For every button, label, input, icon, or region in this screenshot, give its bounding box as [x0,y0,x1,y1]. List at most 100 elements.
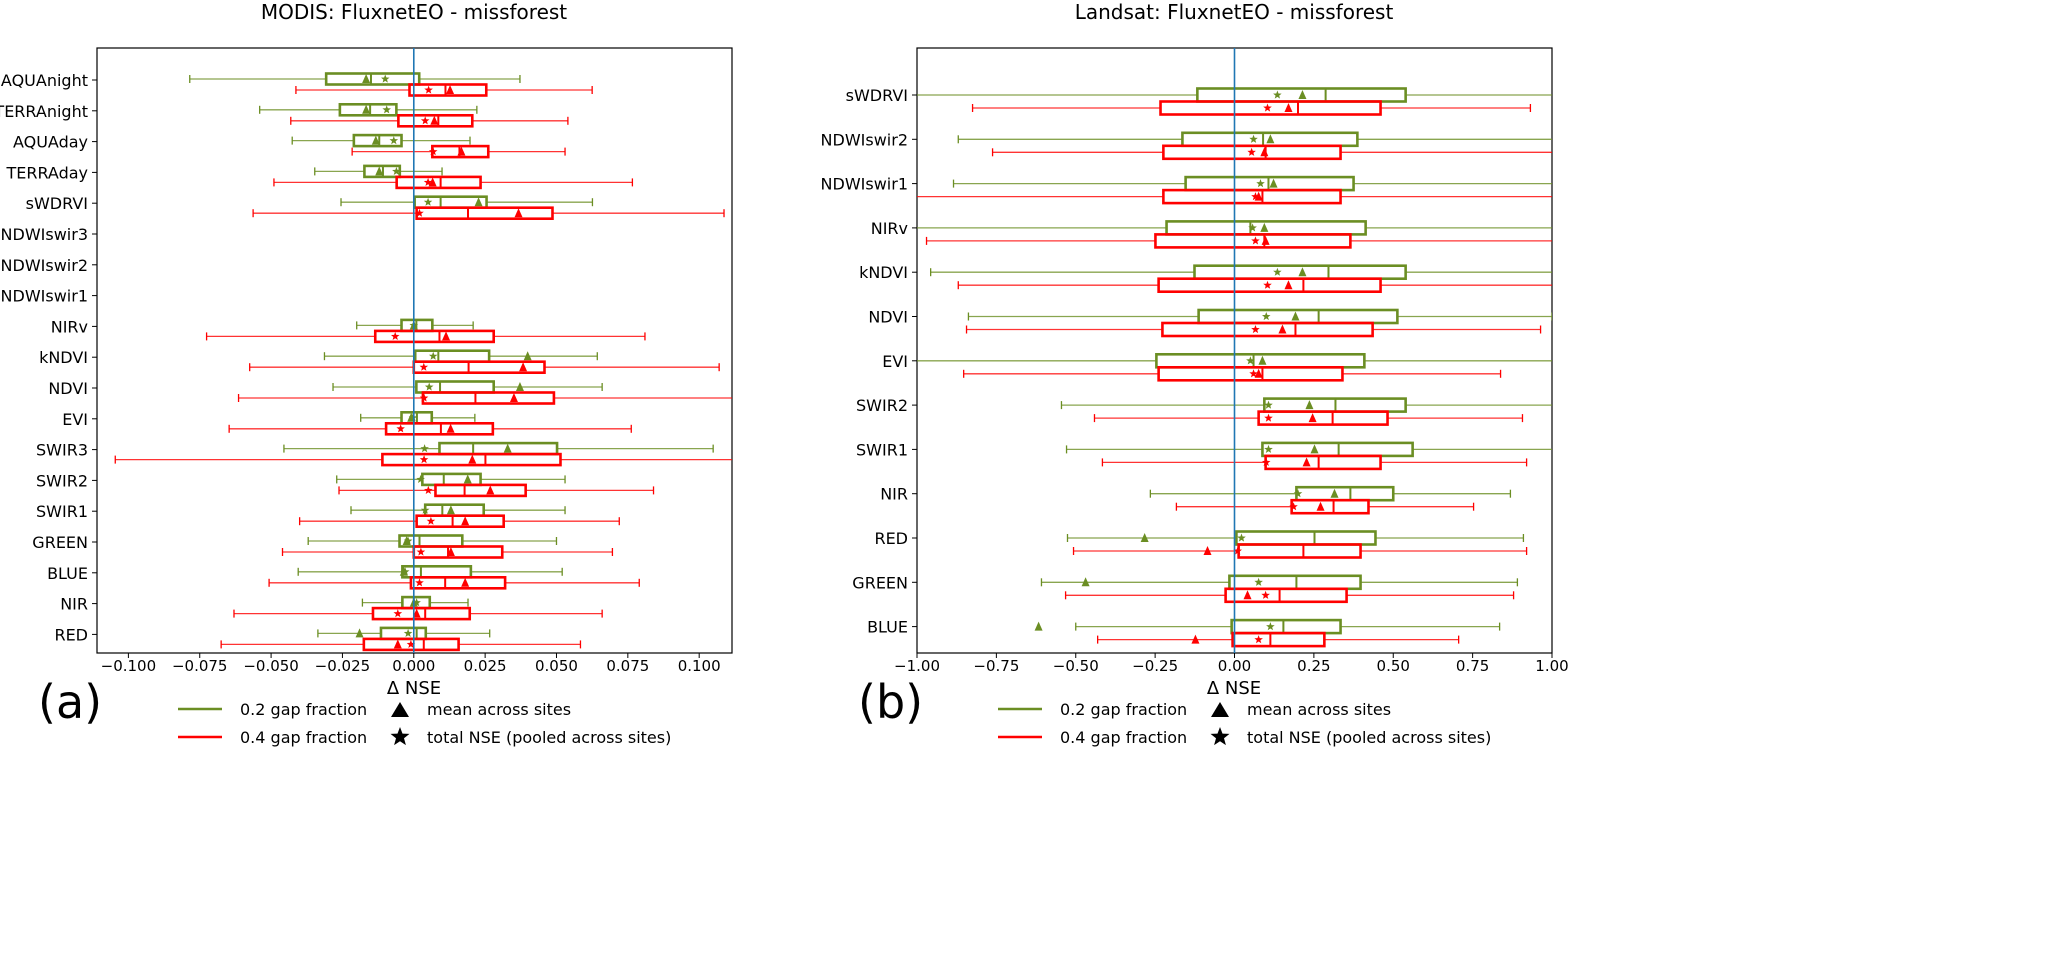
mean-marker [515,382,524,391]
mean-marker [1284,280,1293,290]
box-GREEN-0.4 [1064,587,1515,604]
box-RED-0.2 [317,626,491,641]
mean-marker [1266,134,1275,144]
total-nse-marker [1248,223,1257,232]
iqr-box [1157,277,1382,294]
mean-marker [1291,311,1300,321]
legend-b: 0.2 gap fraction 0.4 gap fraction mean a… [998,700,1491,747]
y-tick-label: RED [874,529,908,548]
box-GREEN-0.4 [281,545,614,559]
iqr-box [1161,321,1374,338]
box-NIR-0.2 [361,595,469,610]
y-tick-label: kNDVI [859,263,908,282]
box-AQUAnight-0.2 [189,72,521,86]
mean-marker [503,443,512,453]
total-nse-marker [400,567,410,576]
x-tick-label: 0.050 [535,657,578,675]
mean-marker [393,639,402,649]
total-nse-marker [1289,502,1298,511]
iqr-box [371,606,472,621]
y-tick-label: NIRv [51,317,88,336]
box-TERRAnight-0.2 [259,103,478,117]
x-tick-label: −0.75 [973,657,1019,675]
x-tick-label: 1.00 [1535,657,1568,675]
box-RED-0.4 [1072,543,1528,559]
legend-label-total: total NSE (pooled across sites) [427,728,671,747]
x-tick-label: −0.050 [243,657,299,675]
total-nse-marker [1263,103,1272,112]
y-tick-label: BLUE [47,564,88,583]
total-nse-marker [416,547,426,556]
iqr-box [1159,100,1382,116]
total-nse-marker [1247,147,1256,156]
total-nse-marker [1246,356,1255,365]
mean-marker [355,628,364,638]
box-sWDRVI-0.2 [340,195,594,209]
total-nse-marker [1233,546,1242,555]
y-tick-label: GREEN [852,573,908,592]
mean-marker [1298,267,1307,277]
y-tick-label: AQUAday [13,133,88,152]
total-nse-marker [1254,635,1263,644]
total-nse-marker [382,105,391,114]
x-tick-label: 0.25 [1297,657,1330,675]
mean-marker [446,423,455,433]
total-nse-marker [1237,533,1246,542]
total-nse-marker [1266,622,1275,631]
mean-marker [468,454,477,464]
box-NIR-0.4 [1175,498,1475,515]
y-tick-label: NDWIswir1 [1,287,88,306]
total-nse-marker [1251,236,1260,245]
x-tick-label: −0.075 [172,657,228,675]
x-tick-label: 0.50 [1377,657,1410,675]
panel-b-title: Landsat: FluxnetEO - missforest [1075,0,1394,24]
total-nse-marker [420,444,429,453]
total-nse-marker [1273,267,1282,276]
total-nse-marker [389,136,399,145]
iqr-box [409,575,507,590]
mean-marker [1278,324,1287,334]
box-RED-0.2 [1066,530,1525,546]
iqr-box [381,452,562,467]
mean-marker [509,393,518,402]
mean-marker [474,197,483,207]
mean-marker [442,331,451,341]
box-EVI-0.4 [963,365,1502,382]
star-icon [390,727,410,746]
y-tick-label: TERRAday [5,163,88,182]
box-BLUE-0.2 [297,564,563,579]
mean-marker [1191,634,1200,644]
box-NDVI-0.2 [967,308,1552,325]
iqr-box [1264,454,1382,471]
y-tick-label: EVI [882,352,908,371]
total-nse-marker [424,485,433,494]
iqr-box [1237,543,1362,559]
mean-marker [362,104,371,114]
mean-marker [1298,90,1307,99]
box-SWIR2-0.4 [338,483,655,498]
y-tick-label: SWIR2 [36,471,88,490]
iqr-box [413,349,491,364]
iqr-box [1235,530,1377,546]
box-TERRAnight-0.4 [290,114,569,128]
total-nse-marker [423,197,433,206]
y-tick-label: GREEN [32,533,88,552]
iqr-box [1228,574,1362,591]
iqr-box [401,564,473,579]
iqr-box [373,329,495,344]
y-tick-label: SWIR1 [856,440,908,459]
total-nse-marker [415,578,424,587]
iqr-box [1230,618,1342,635]
mean-marker [371,135,380,145]
box-GREEN-0.2 [1040,574,1519,591]
iqr-box [1261,441,1414,458]
iqr-box [438,441,559,456]
total-nse-marker [1264,413,1273,422]
mean-marker [1243,590,1252,600]
box-RED-0.4 [220,637,582,652]
mean-marker [486,485,495,495]
box-SWIR1-0.2 [350,503,566,518]
x-tick-label: −0.100 [101,657,157,675]
mean-marker [1316,501,1325,511]
